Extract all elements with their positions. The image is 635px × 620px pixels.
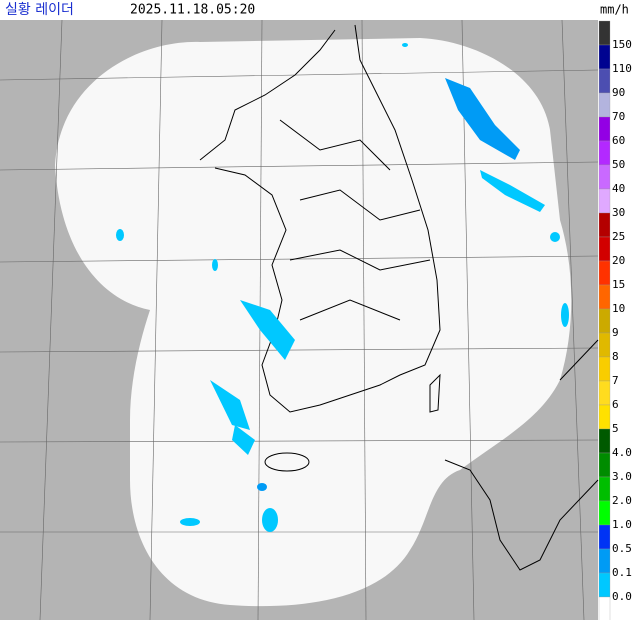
- legend-swatch: [598, 164, 611, 190]
- unit: mm/h: [600, 3, 629, 17]
- legend-swatch: [598, 356, 611, 382]
- legend-label: 25: [612, 230, 625, 243]
- legend-label: 90: [612, 86, 625, 99]
- coverage: [55, 38, 572, 607]
- legend-swatch: [598, 380, 611, 406]
- legend-label: 10: [612, 302, 625, 315]
- header-bar: [0, 0, 635, 20]
- legend-swatch: [598, 92, 611, 118]
- legend-swatch: [598, 476, 611, 502]
- coastline: [199, 24, 441, 413]
- legend-swatch: [598, 332, 611, 358]
- legend-swatch: [598, 260, 611, 286]
- legend-swatch: [598, 548, 611, 574]
- legend-label: 30: [612, 206, 625, 219]
- title: 실황 레이더: [5, 2, 74, 18]
- legend-swatch: [598, 524, 611, 550]
- echoes: [116, 43, 569, 532]
- legend-swatch: [598, 44, 611, 70]
- legend-swatch: [598, 596, 611, 620]
- japan-coast: [444, 339, 599, 571]
- legend-swatch: [598, 308, 611, 334]
- island: [429, 373, 441, 413]
- legend-label: 60: [612, 134, 625, 147]
- legend-swatch: [598, 116, 611, 142]
- legend-swatch: [598, 452, 611, 478]
- legend-swatch: [598, 284, 611, 310]
- legend-label: 3.0: [612, 470, 632, 483]
- legend-label: 9: [612, 326, 619, 339]
- legend-label: 1.0: [612, 518, 632, 531]
- legend-label: 40: [612, 182, 625, 195]
- legend-swatch: [598, 500, 611, 526]
- legend-swatch: [598, 140, 611, 166]
- legend-swatch: [598, 428, 611, 454]
- legend-swatch: [598, 236, 611, 262]
- timestamp: 2025.11.18.05:20: [130, 3, 255, 18]
- legend-label: 0.0: [612, 590, 632, 603]
- legend: 150 110 90 70 60 50 40 30 25 20 15 10 9 8 7 6 5 4.0 3.0 2.0…: [598, 20, 632, 620]
- legend-label: 6: [612, 398, 619, 411]
- legend-label: 7: [612, 374, 619, 387]
- legend-label: 150: [612, 38, 632, 51]
- legend-label: 50: [612, 158, 625, 171]
- legend-swatch: [598, 188, 611, 214]
- province-borders: [279, 119, 431, 321]
- legend-label: 2.0: [612, 494, 632, 507]
- legend-swatch: [598, 68, 611, 94]
- legend-swatch: [598, 572, 611, 598]
- legend-label: 20: [612, 254, 625, 267]
- legend-label: 8: [612, 350, 619, 363]
- legend-swatch: [598, 20, 611, 46]
- legend-swatch: [598, 404, 611, 430]
- jeju: [264, 452, 310, 472]
- legend-label: 5: [612, 422, 619, 435]
- legend-label: 110: [612, 62, 632, 75]
- legend-label: 70: [612, 110, 625, 123]
- legend-label: 0.1: [612, 566, 632, 579]
- legend-label: 0.5: [612, 542, 632, 555]
- legend-label: 4.0: [612, 446, 632, 459]
- legend-swatch: [598, 212, 611, 238]
- legend-label: 15: [612, 278, 625, 291]
- map: [0, 19, 599, 620]
